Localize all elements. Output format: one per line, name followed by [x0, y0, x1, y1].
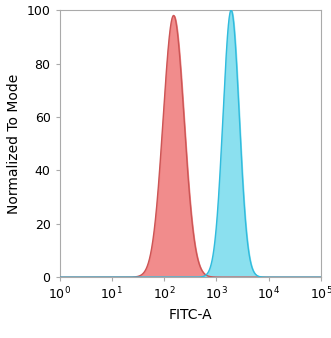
- Y-axis label: Normalized To Mode: Normalized To Mode: [7, 74, 21, 214]
- X-axis label: FITC-A: FITC-A: [168, 308, 212, 322]
